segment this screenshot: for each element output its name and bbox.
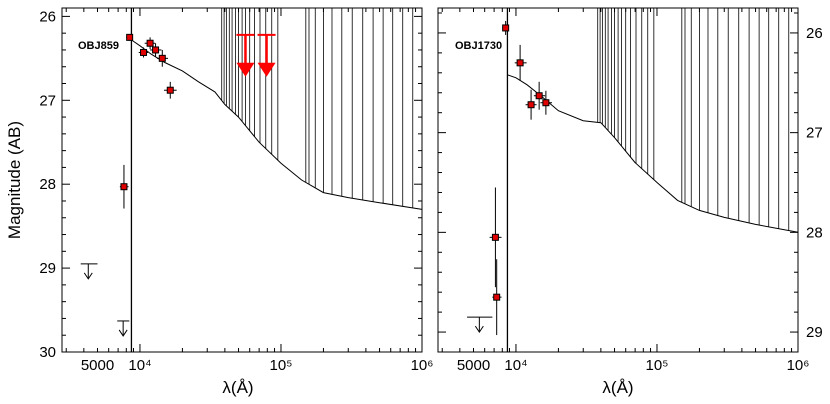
x-tick-label: 10⁴ [128,357,151,374]
data-point [542,99,550,107]
panel-obj1730: 5000 10⁴ 10⁵ 10⁶ 26 27 28 29 OBJ1730 λ(Å) [437,7,823,397]
y-tick-label: 29 [39,260,56,277]
upper-limit-arrow [118,329,128,337]
data-point [126,33,134,41]
x-tick-label: 10⁵ [270,357,293,374]
upper-limit-arrow [474,325,484,334]
data-point [146,39,154,47]
y-tick-label: 30 [39,344,56,361]
y-tick-label: 27 [806,125,823,142]
data-point [535,92,543,100]
object-label-obj1730: OBJ1730 [455,40,502,52]
model-sed-line [507,74,799,233]
upper-limit-arrow [83,272,93,280]
data-point [152,46,160,54]
y-tick-label: 28 [39,176,56,193]
x-tick-label: 10⁴ [504,357,527,374]
data-point [140,48,148,56]
x-tick-label: 5000 [457,357,490,374]
data-point [502,24,510,32]
data-point [516,59,524,67]
data-point [120,183,128,191]
plot-content-obj1730: 5000 10⁴ 10⁵ 10⁶ 26 27 28 29 [438,8,823,374]
red-upper-limit-arrow [257,62,276,77]
panel-obj859: 5000 10⁴ 10⁵ 10⁶ 26 27 28 29 30 OBJ859 λ(Å) [39,7,433,397]
y-tick-label: 27 [39,92,56,109]
x-axis-title: λ(Å) [222,378,253,397]
y-tick-label: 26 [806,25,823,42]
plot-content-obj859: 5000 10⁴ 10⁵ 10⁶ 26 27 28 29 30 [39,8,433,374]
data-point [491,233,499,241]
data-point [166,86,174,94]
data-point [158,54,166,62]
red-upper-limit-arrow [236,62,255,77]
x-tick-label: 5000 [81,357,114,374]
x-tick-label: 10⁵ [646,357,669,374]
data-point [493,293,501,301]
y-axis-title: Magnitude (AB) [5,121,24,239]
object-label-obj859: OBJ859 [78,40,119,52]
model-sed-line [131,39,423,210]
y-tick-label: 28 [806,224,823,241]
x-tick-label: 10⁶ [411,357,434,374]
x-axis-title: λ(Å) [602,378,633,397]
x-tick-label: 10⁶ [787,357,810,374]
data-point [527,101,535,109]
y-tick-label: 29 [806,324,823,341]
y-tick-label: 26 [39,8,56,25]
